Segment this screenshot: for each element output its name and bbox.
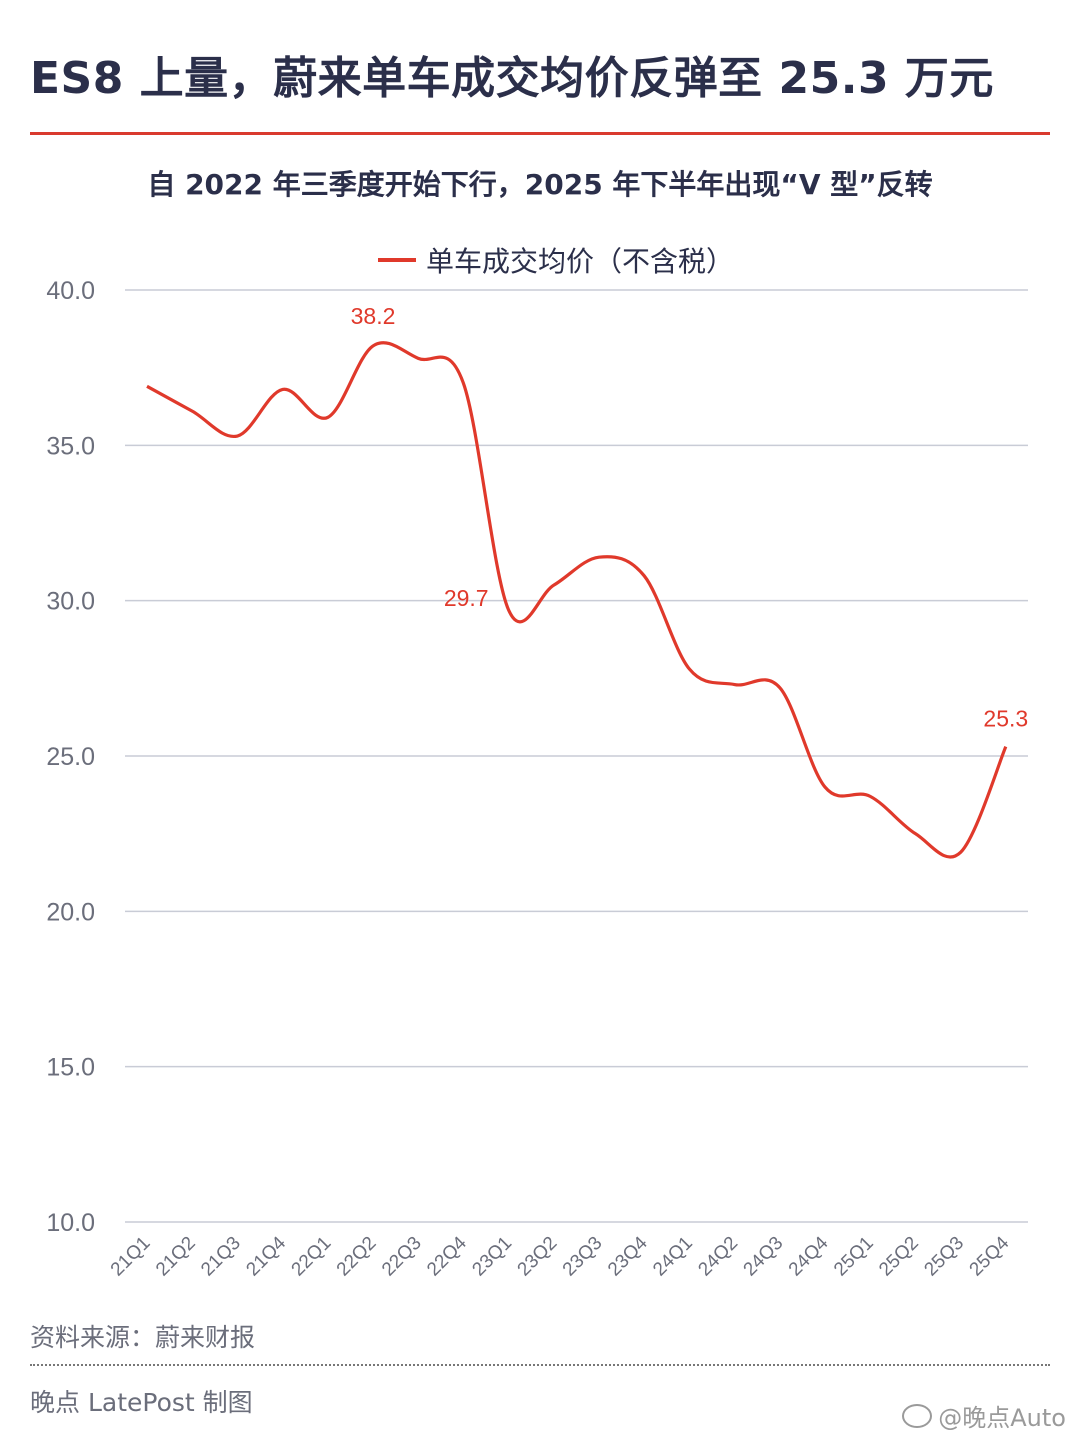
grid-lines [125, 289, 1028, 1223]
x-tick-label: 25Q2 [875, 1233, 923, 1281]
y-tick-label: 35.0 [46, 432, 95, 460]
y-tick-label: 20.0 [46, 898, 95, 926]
y-tick-label: 10.0 [46, 1209, 95, 1237]
x-tick-label: 23Q3 [559, 1233, 607, 1281]
chart-subtitle: 自 2022 年三季度开始下行，2025 年下半年出现“V 型”反转 [147, 168, 933, 201]
data-label: 25.3 [983, 706, 1028, 732]
y-tick-label: 15.0 [46, 1054, 95, 1082]
x-tick-label: 24Q3 [740, 1233, 788, 1281]
footer-divider [30, 1364, 1050, 1366]
x-axis-ticks: 21Q121Q221Q321Q422Q122Q222Q322Q423Q123Q2… [107, 1232, 1014, 1280]
chart-legend: 单车成交均价（不含税） [378, 240, 734, 280]
data-label: 29.7 [444, 585, 489, 611]
x-tick-label: 22Q4 [423, 1232, 471, 1280]
weibo-handle: @晚点Auto [938, 1404, 1066, 1432]
y-axis-ticks: 10.0 15.0 20.0 25.0 30.0 35.0 40.0 [46, 277, 95, 1237]
series-layer [146, 341, 1008, 859]
line-chart: 10.015.020.025.030.035.040.0 21Q121Q221Q… [46, 277, 1029, 1280]
data-source: 资料来源：蔚来财报 [30, 1323, 256, 1352]
weibo-icon [902, 1403, 933, 1428]
x-tick-label: 21Q4 [242, 1232, 290, 1280]
y-tick-label: 40.0 [46, 277, 95, 305]
legend-line-swatch [378, 258, 416, 262]
title-divider [30, 132, 1050, 135]
y-tick-label: 30.0 [46, 588, 95, 616]
x-tick-label: 21Q2 [152, 1233, 200, 1281]
legend-label: 单车成交均价（不含税） [426, 245, 735, 278]
x-tick-label: 22Q3 [378, 1233, 426, 1281]
data-label: 38.2 [351, 303, 396, 329]
x-tick-label: 23Q4 [604, 1232, 652, 1280]
weibo-watermark: @晚点Auto [902, 1398, 1066, 1433]
x-tick-label: 21Q3 [197, 1233, 245, 1281]
x-tick-label: 24Q2 [694, 1233, 742, 1281]
x-tick-label: 25Q4 [966, 1232, 1014, 1280]
page-title: ES8 上量，蔚来单车成交均价反弹至 25.3 万元 [30, 53, 994, 104]
x-tick-label: 21Q1 [107, 1233, 155, 1281]
x-tick-label: 25Q1 [830, 1233, 878, 1281]
data-labels: 38.2 29.7 25.3 [351, 303, 1029, 732]
chart-credit: 晚点 LatePost 制图 [30, 1388, 253, 1417]
x-tick-label: 22Q1 [288, 1233, 336, 1281]
x-tick-label: 24Q4 [785, 1232, 833, 1280]
y-tick-label: 25.0 [46, 743, 95, 771]
x-tick-label: 24Q1 [649, 1233, 697, 1281]
x-tick-label: 25Q3 [920, 1233, 968, 1281]
x-tick-label: 22Q2 [333, 1233, 381, 1281]
series-line [146, 341, 1008, 859]
x-tick-label: 23Q2 [514, 1233, 562, 1281]
x-tick-label: 23Q1 [468, 1233, 516, 1281]
